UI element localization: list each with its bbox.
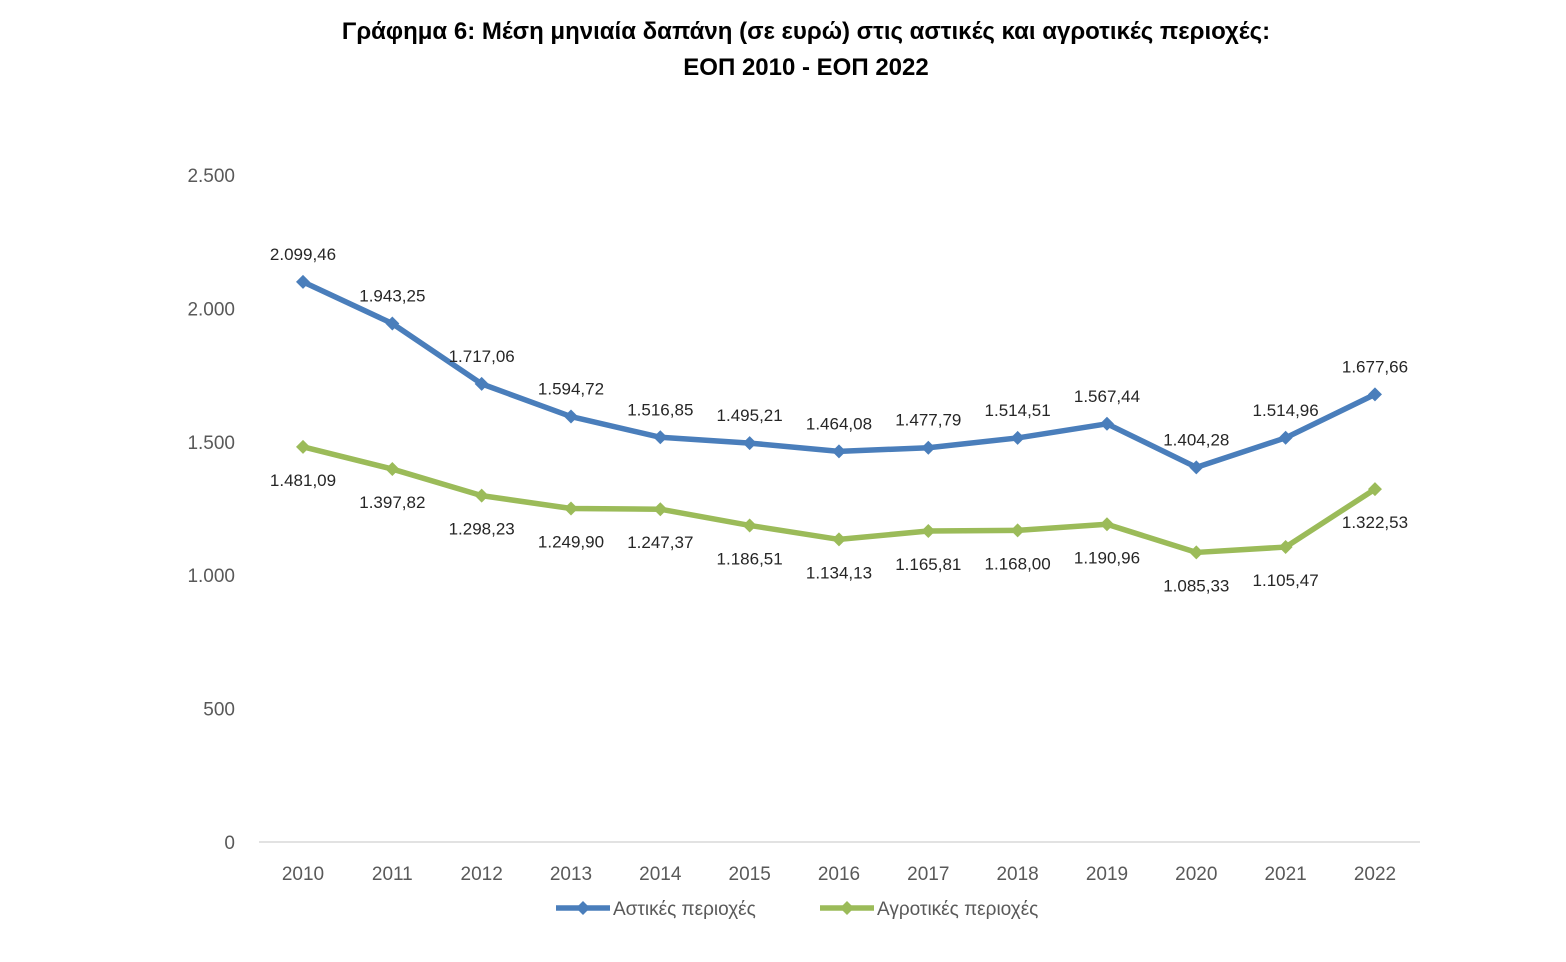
data-label: 1.190,96 [1074,548,1140,567]
data-point-marker [921,440,936,455]
x-tick-label: 2015 [729,864,771,885]
data-point-marker [742,518,757,533]
data-label: 1.516,85 [627,400,693,419]
data-label: 1.464,08 [806,414,872,433]
data-label: 1.477,79 [895,411,961,430]
data-label: 1.249,90 [538,533,604,552]
x-tick-label: 2017 [907,864,949,885]
data-label: 1.134,13 [806,563,872,582]
x-tick-label: 2012 [461,864,503,885]
data-label: 1.165,81 [895,555,961,574]
data-label: 1.495,21 [717,406,783,425]
data-point-marker [1367,387,1382,402]
series-layer [296,274,1382,560]
data-point-marker [1278,540,1293,555]
data-point-marker [831,444,846,459]
y-tick-label: 500 [203,700,235,721]
data-label: 1.514,96 [1253,401,1319,420]
x-tick-label: 2021 [1264,864,1306,885]
legend-item: Αστικές περιοχές [556,899,756,920]
data-point-marker [1278,430,1293,445]
data-label: 1.105,47 [1253,571,1319,590]
data-point-marker [653,430,668,445]
data-point-marker [474,376,489,391]
data-label: 1.404,28 [1163,430,1229,449]
data-label: 2.099,46 [270,245,336,264]
data-label: 1.481,09 [270,471,336,490]
x-tick-label: 2016 [818,864,860,885]
data-label: 1.298,23 [449,520,515,539]
x-tick-label: 2011 [372,864,413,885]
data-label: 1.322,53 [1342,513,1408,532]
legend-label: Αστικές περιοχές [613,899,756,920]
data-point-marker [653,502,668,517]
series-urban [296,274,1382,475]
data-point-marker [563,501,578,516]
legend: Αστικές περιοχές Αγροτικές περιοχές [556,899,1038,920]
data-label: 1.594,72 [538,380,604,399]
data-point-marker [1010,523,1025,538]
data-label: 1.943,25 [359,287,425,306]
x-tick-label: 2018 [996,864,1038,885]
y-tick-label: 2.000 [187,299,235,320]
data-labels-layer: 2.099,46 1.943,25 1.717,06 1.594,72 1.516,85… [270,245,1408,596]
data-label: 1.514,51 [985,401,1051,420]
data-point-marker [742,436,757,451]
y-tick-label: 1.000 [187,566,235,587]
x-tick-label: 2019 [1086,864,1128,885]
x-tick-label: 2010 [282,864,324,885]
y-tick-label: 1.500 [187,433,235,454]
data-label: 1.397,82 [359,493,425,512]
data-point-marker [474,488,489,503]
legend-diamond-icon [840,901,854,915]
chart-title-line1: Γράφημα 6: Μέση μηνιαία δαπάνη (σε ευρώ)… [341,18,1271,45]
legend-label: Αγροτικές περιοχές [877,899,1038,920]
data-label: 1.677,66 [1342,357,1408,376]
data-point-marker [385,462,400,477]
chart-subtitle: ΕΟΠ 2010 - ΕΟΠ 2022 [683,54,929,81]
data-point-marker [1189,460,1204,475]
data-point-marker [563,409,578,424]
data-label: 1.717,06 [449,347,515,366]
data-label: 1.168,00 [985,554,1051,573]
data-label: 1.247,37 [627,533,693,552]
chart-title: Γράφημα 6: Μέση μηνιαία δαπάνη (σε ευρώ)… [0,14,1566,86]
data-point-marker [296,274,310,289]
legend-item: Αγροτικές περιοχές [820,899,1038,920]
data-point-marker [1099,517,1114,532]
data-point-marker [1367,482,1382,497]
data-point-marker [1189,545,1204,560]
series-rural [296,439,1382,560]
data-label: 1.567,44 [1074,387,1140,406]
data-point-marker [296,439,310,454]
data-point-marker [831,532,846,547]
x-tick-label: 2013 [550,864,592,885]
x-axis: 2010 2011 2012 2013 2014 2015 2016 2017 2018 2019… [282,864,1396,885]
data-point-marker [385,316,400,331]
data-point-marker [921,523,936,538]
data-label: 1.186,51 [717,549,783,568]
x-tick-label: 2022 [1354,864,1396,885]
x-tick-label: 2014 [639,864,682,885]
data-point-marker [1099,416,1114,431]
y-axis: 0 500 1.000 1.500 2.000 2.500 [187,166,235,854]
y-tick-label: 0 [224,833,235,854]
y-tick-label: 2.500 [187,166,235,187]
legend-diamond-icon [576,901,590,915]
data-label: 1.085,33 [1163,576,1229,595]
x-tick-label: 2020 [1175,864,1217,885]
data-point-marker [1010,430,1025,445]
